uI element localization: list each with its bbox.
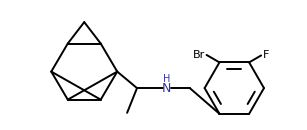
Text: Br: Br: [193, 50, 205, 60]
Text: F: F: [262, 50, 269, 60]
Text: N: N: [162, 82, 171, 95]
Text: H: H: [163, 74, 170, 84]
